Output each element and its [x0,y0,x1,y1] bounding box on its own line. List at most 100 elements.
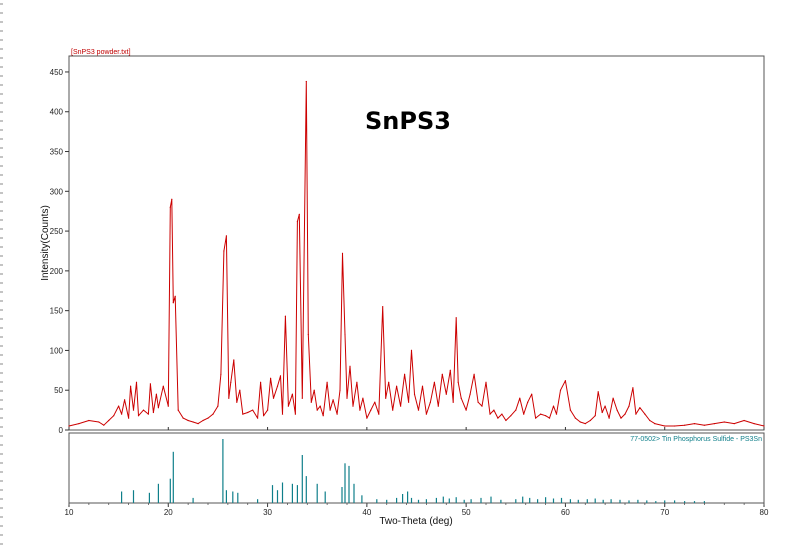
data-point [280,375,281,376]
data-point [635,414,636,415]
data-point [130,386,131,387]
data-point [613,398,614,399]
data-point [302,398,303,399]
y-tick-label: 0 [59,426,64,435]
data-point [128,418,129,419]
data-point [763,425,764,426]
data-point [560,390,561,391]
data-point [143,410,144,411]
data-point [282,414,283,415]
y-tick-label: 250 [50,227,64,236]
data-point [217,406,218,407]
data-point [170,207,171,208]
data-point [333,399,334,400]
data-point [260,382,261,383]
data-point [497,418,498,419]
data-point [242,414,243,415]
data-point [446,394,447,395]
data-point [228,398,229,399]
data-point [198,423,199,424]
reference-card-label: 77-0502> Tin Phosphorus Sulfide - PS3Sn [630,436,762,443]
data-point [545,415,546,416]
data-point [580,421,581,422]
data-point [382,306,383,307]
data-point [575,418,576,419]
data-point [527,402,528,403]
data-point [158,407,159,408]
data-point [68,425,69,426]
data-point [339,390,340,391]
data-point [346,398,347,399]
data-point [540,414,541,415]
main-plot: [SnPS3 powder.txt] SnPS3 Intensity(Count… [40,49,765,435]
data-point [605,406,606,407]
data-point [156,394,157,395]
data-point [535,418,536,419]
data-point [288,406,289,407]
y-tick-label: 50 [54,386,63,395]
data-point [505,420,506,421]
data-point [320,406,321,407]
data-point [378,414,379,415]
data-point [466,410,467,411]
y-tick-label: 200 [50,267,64,276]
x-tick-label: 80 [760,508,769,517]
data-point [632,387,633,388]
data-point [704,425,705,426]
data-point [359,410,360,411]
file-label: [SnPS3 powder.txt] [71,49,131,56]
data-point [442,374,443,375]
x-tick-label: 20 [164,508,173,517]
data-point [263,415,264,416]
data-point [226,235,227,236]
data-point [590,420,591,421]
data-point [644,414,645,415]
data-point [493,410,494,411]
x-tick-label: 60 [561,508,570,517]
data-point [233,359,234,360]
data-point [519,398,520,399]
data-point [366,418,367,419]
data-point [78,423,79,424]
data-point [654,423,655,424]
data-point [453,402,454,403]
data-point [230,382,231,383]
data-point [570,410,571,411]
data-point [188,420,189,421]
y-tick-label: 350 [50,148,64,157]
data-point [422,386,423,387]
data-point [183,418,184,419]
x-tick-label: 40 [362,508,371,517]
data-point [207,418,208,419]
data-point [411,350,412,351]
data-point [297,221,298,222]
data-point [236,402,237,403]
data-point [478,402,479,403]
data-point [474,374,475,375]
data-point [133,410,134,411]
data-point [418,410,419,411]
data-point [450,370,451,371]
data-point [430,402,431,403]
data-point [285,316,286,317]
data-point [649,420,650,421]
data-point [342,253,343,254]
data-point [385,398,386,399]
data-point [356,382,357,383]
data-point [565,380,566,381]
data-point [489,414,490,415]
y-tick-label: 100 [50,346,64,355]
data-point [113,415,114,416]
data-point [481,406,482,407]
data-point [314,390,315,391]
data-point [273,398,274,399]
data-point [396,386,397,387]
data-point [510,415,511,416]
chart-title: SnPS3 [365,107,451,135]
data-point [349,366,350,367]
data-point [595,415,596,416]
data-point [352,406,353,407]
data-point [118,406,119,407]
data-point [404,374,405,375]
data-point [628,406,629,407]
